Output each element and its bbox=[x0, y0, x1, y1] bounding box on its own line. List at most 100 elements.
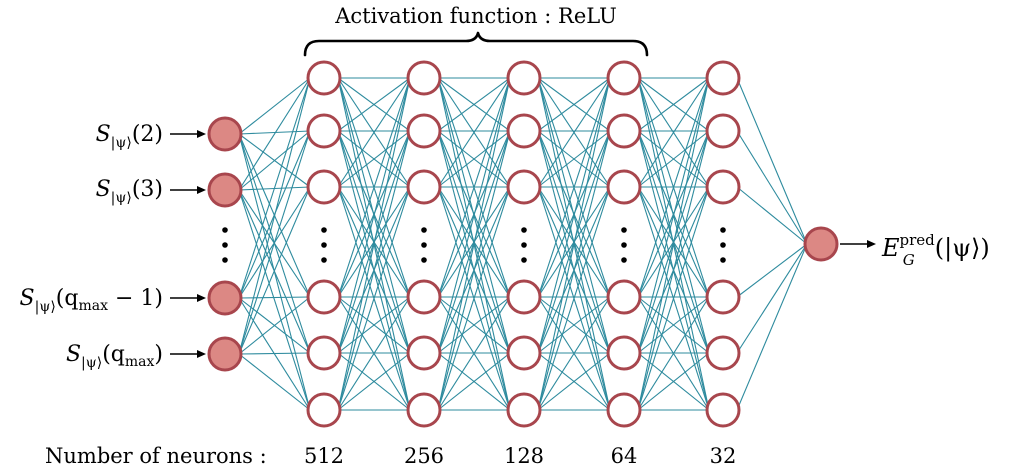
neuron-hidden3-1 bbox=[506, 113, 542, 149]
edge-hidden2-2-hidden3-1 bbox=[437, 130, 511, 188]
edge-hidden4-1-hidden5-0 bbox=[637, 77, 710, 132]
edge-hidden1-3-hidden2-0 bbox=[337, 77, 411, 298]
input-arrow-0-head bbox=[197, 130, 206, 138]
edge-hidden5-4-output-0 bbox=[736, 243, 808, 354]
neuron-count-512: 512 bbox=[304, 444, 344, 468]
ellipsis-dot-hidden1-0 bbox=[321, 227, 327, 233]
edge-hidden1-1-hidden2-0 bbox=[337, 77, 411, 132]
edge-hidden5-1-output-0 bbox=[736, 130, 808, 245]
edge-hidden1-5-hidden2-1 bbox=[337, 130, 411, 411]
output-arrow-head bbox=[867, 240, 876, 248]
input-arrow-3-head bbox=[197, 350, 206, 358]
neuron-hidden3-0 bbox=[506, 60, 542, 96]
neuron-input-2 bbox=[207, 280, 243, 316]
neuron-count-32: 32 bbox=[710, 444, 737, 468]
neuron-hidden1-4 bbox=[306, 335, 342, 371]
edge-hidden4-4-hidden5-3 bbox=[637, 296, 710, 354]
edge-hidden5-2-output-0 bbox=[736, 186, 808, 245]
neuron-hidden4-5 bbox=[606, 392, 642, 428]
neuron-hidden3-2 bbox=[506, 169, 542, 205]
edge-hidden3-5-hidden4-2 bbox=[537, 186, 611, 411]
ellipsis-dot-hidden1-1 bbox=[321, 242, 327, 248]
edge-hidden2-4-hidden3-0 bbox=[437, 77, 511, 354]
edge-hidden5-5-output-0 bbox=[736, 243, 808, 411]
edge-input-3-hidden1-1 bbox=[238, 130, 311, 355]
ellipsis-dot-hidden5-2 bbox=[720, 257, 726, 263]
neuron-hidden5-2 bbox=[705, 169, 741, 205]
edge-input-1-hidden1-1 bbox=[238, 130, 311, 191]
edge-hidden3-5-hidden4-3 bbox=[537, 296, 611, 411]
edge-input-0-hidden1-0 bbox=[238, 77, 311, 135]
ellipsis-dot-hidden2-2 bbox=[421, 257, 427, 263]
edge-hidden3-4-hidden4-3 bbox=[537, 296, 611, 354]
input-label-s2: S|ψ⟩(2) bbox=[96, 122, 163, 151]
edge-hidden2-1-hidden3-0 bbox=[437, 77, 511, 132]
edge-hidden3-5-hidden4-1 bbox=[537, 130, 611, 411]
edge-hidden2-4-hidden3-3 bbox=[437, 296, 511, 354]
neuron-count-128: 128 bbox=[504, 444, 544, 468]
neuron-input-0 bbox=[207, 116, 243, 152]
neuron-hidden4-3 bbox=[606, 279, 642, 315]
edge-hidden5-0-output-0 bbox=[736, 77, 808, 245]
ellipsis-dot-hidden3-2 bbox=[521, 257, 527, 263]
neuron-hidden5-5 bbox=[705, 392, 741, 428]
edge-hidden4-5-hidden5-2 bbox=[637, 186, 710, 411]
input-label-sqmax-minus-1: S|ψ⟩(qmax − 1) bbox=[20, 286, 163, 315]
edge-input-3-hidden1-2 bbox=[238, 186, 311, 355]
io-arrows bbox=[170, 130, 876, 358]
neuron-hidden1-5 bbox=[306, 392, 342, 428]
ellipsis-dot-hidden5-1 bbox=[720, 242, 726, 248]
neuron-hidden4-2 bbox=[606, 169, 642, 205]
edge-hidden4-4-hidden5-0 bbox=[637, 77, 710, 354]
ellipsis-dot-hidden4-2 bbox=[621, 257, 627, 263]
neuron-hidden4-1 bbox=[606, 113, 642, 149]
ellipsis-dot-hidden4-1 bbox=[621, 242, 627, 248]
neuron-hidden2-0 bbox=[406, 60, 442, 96]
neuron-hidden3-4 bbox=[506, 335, 542, 371]
edge-hidden4-3-hidden5-0 bbox=[637, 77, 710, 298]
neuron-hidden3-5 bbox=[506, 392, 542, 428]
edge-hidden4-5-hidden5-4 bbox=[637, 352, 710, 411]
neuron-hidden3-3 bbox=[506, 279, 542, 315]
edge-hidden2-3-hidden3-0 bbox=[437, 77, 511, 298]
neuron-input-1 bbox=[207, 172, 243, 208]
ellipsis-dot-hidden4-0 bbox=[621, 227, 627, 233]
edge-input-3-hidden1-3 bbox=[238, 296, 311, 355]
neuron-hidden5-3 bbox=[705, 279, 741, 315]
edge-hidden3-1-hidden4-0 bbox=[537, 77, 611, 132]
edge-input-2-hidden1-0 bbox=[238, 77, 311, 299]
edge-hidden1-5-hidden2-0 bbox=[337, 77, 411, 411]
neuron-hidden2-2 bbox=[406, 169, 442, 205]
neuron-hidden1-3 bbox=[306, 279, 342, 315]
edge-hidden5-3-output-0 bbox=[736, 243, 808, 298]
edge-hidden1-2-hidden2-0 bbox=[337, 77, 411, 188]
edge-hidden3-5-hidden4-0 bbox=[537, 77, 611, 411]
neuron-hidden1-2 bbox=[306, 169, 342, 205]
ellipsis-dots bbox=[222, 227, 726, 263]
input-label-sqmax: S|ψ⟩(qmax) bbox=[66, 342, 163, 371]
edge-hidden2-5-hidden3-3 bbox=[437, 296, 511, 411]
neuron-hidden2-5 bbox=[406, 392, 442, 428]
neuron-hidden2-4 bbox=[406, 335, 442, 371]
edge-hidden3-2-hidden4-0 bbox=[537, 77, 611, 188]
edge-input-2-hidden1-3 bbox=[238, 296, 311, 299]
activation-function-label: Activation function : ReLU bbox=[334, 4, 617, 28]
ellipsis-dot-hidden2-1 bbox=[421, 242, 427, 248]
neuron-hidden5-4 bbox=[705, 335, 741, 371]
edge-hidden4-5-hidden5-1 bbox=[637, 130, 710, 411]
edge-input-1-hidden1-5 bbox=[238, 189, 311, 411]
neuron-hidden1-0 bbox=[306, 60, 342, 96]
ellipsis-dot-hidden5-0 bbox=[720, 227, 726, 233]
edge-input-3-hidden1-4 bbox=[238, 352, 311, 355]
input-arrow-2-head bbox=[197, 294, 206, 302]
connection-edges bbox=[238, 77, 808, 411]
input-arrow-1-head bbox=[197, 186, 206, 194]
edge-hidden4-5-hidden5-3 bbox=[637, 296, 710, 411]
edge-hidden2-5-hidden3-1 bbox=[437, 130, 511, 411]
neuron-hidden2-1 bbox=[406, 113, 442, 149]
neuron-hidden2-3 bbox=[406, 279, 442, 315]
ellipsis-dot-hidden2-0 bbox=[421, 227, 427, 233]
neuron-count-label: Number of neurons : bbox=[45, 444, 267, 468]
edge-hidden3-4-hidden4-0 bbox=[537, 77, 611, 354]
neuron-count-64: 64 bbox=[611, 444, 638, 468]
